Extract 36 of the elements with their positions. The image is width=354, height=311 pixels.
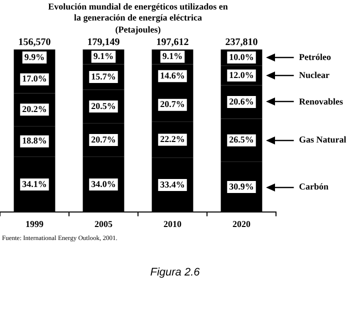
data-label: 18.8% (22, 136, 47, 146)
data-label: 33.4% (160, 179, 185, 190)
x-tick-label: 2005 (94, 218, 113, 229)
legend-label: Gas Natural (299, 134, 347, 145)
data-label: 20.6% (229, 96, 254, 106)
data-label: 17.0% (22, 74, 47, 84)
data-label: 20.7% (160, 99, 185, 110)
data-label: 20.5% (91, 100, 116, 111)
data-label: 20.2% (22, 104, 47, 114)
annotation: 156,570 (18, 36, 51, 48)
data-label: 9.1% (162, 51, 183, 62)
data-label: 9.9% (24, 52, 45, 62)
data-label: 34.1% (22, 178, 47, 189)
data-label: 14.6% (160, 70, 185, 80)
data-label: 9.1% (93, 51, 114, 62)
annotation: 197,612 (156, 36, 189, 48)
data-label: 34.0% (91, 178, 116, 189)
data-label: 15.7% (91, 71, 116, 82)
text: Figura 2.6 (150, 266, 201, 278)
chart-subtitle: (Petajoules) (115, 24, 161, 34)
legend-label: Renovables (299, 96, 344, 106)
chart-title: Evolución mundial de energéticos utilizados en la generación de energía eléctrica (48, 2, 228, 23)
annotation: 237,810 (225, 36, 258, 48)
annotation: 179,149 (87, 36, 120, 48)
legend-label: Petróleo (299, 52, 332, 62)
data-label: 22.2% (160, 134, 185, 144)
legend-label: Carbón (299, 181, 329, 192)
x-tick-label: 2020 (232, 218, 251, 229)
data-label: 30.9% (229, 181, 254, 192)
legend-label: Nuclear (299, 70, 330, 80)
x-tick-label: 1999 (26, 218, 44, 229)
data-label: 10.0% (229, 52, 254, 62)
x-tick-label: 2010 (164, 218, 182, 229)
data-label: 12.0% (229, 70, 254, 80)
data-label: 20.7% (91, 134, 116, 144)
data-label: 26.5% (229, 134, 254, 145)
